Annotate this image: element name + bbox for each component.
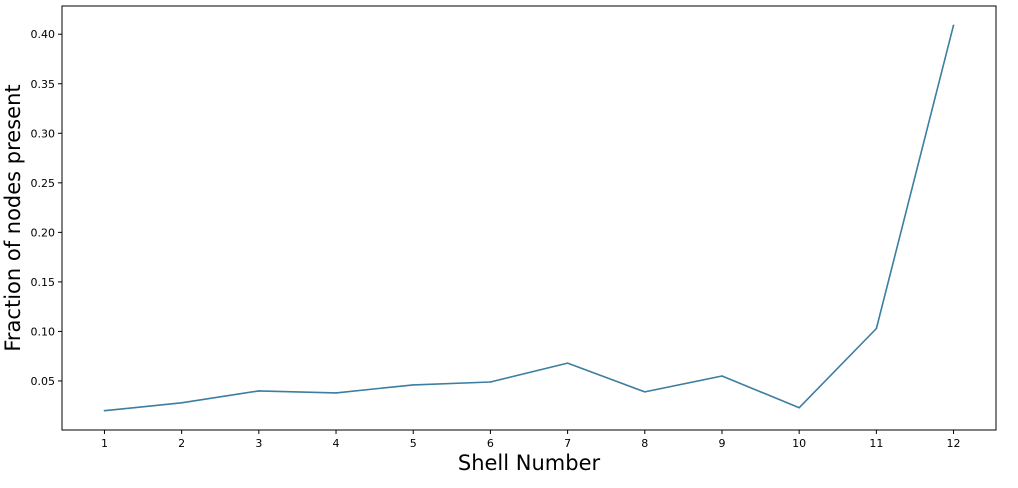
y-tick-label: 0.40 xyxy=(31,28,56,41)
y-tick-label: 0.30 xyxy=(31,127,56,140)
data-point xyxy=(335,392,337,394)
x-tick-label: 12 xyxy=(947,437,961,450)
x-tick-label: 9 xyxy=(718,437,725,450)
x-tick-label: 11 xyxy=(869,437,883,450)
y-tick-label: 0.25 xyxy=(31,177,56,190)
x-tick-label: 6 xyxy=(487,437,494,450)
y-axis-ticks: 0.05 0.10 0.15 0.20 0.25 0.30 0.35 0.40 xyxy=(31,28,62,388)
plot-area-frame xyxy=(61,5,997,431)
x-tick-label: 5 xyxy=(410,437,417,450)
x-tick-label: 4 xyxy=(333,437,340,450)
x-axis-title: Shell Number xyxy=(458,451,601,475)
y-tick-label: 0.35 xyxy=(31,78,56,91)
x-tick-label: 7 xyxy=(564,437,571,450)
data-point xyxy=(721,375,723,377)
series-line xyxy=(104,25,955,412)
data-point xyxy=(798,406,800,409)
y-tick-label: 0.20 xyxy=(31,226,56,239)
data-point xyxy=(412,384,415,386)
data-point xyxy=(643,391,646,393)
series-layer xyxy=(103,24,955,412)
x-tick-label: 8 xyxy=(641,437,648,450)
x-axis-ticks: 1 2 3 4 5 6 7 8 9 10 11 12 xyxy=(101,430,961,450)
data-point xyxy=(952,24,955,27)
y-tick-label: 0.15 xyxy=(31,276,56,289)
x-tick-label: 10 xyxy=(792,437,806,450)
data-point xyxy=(489,381,492,383)
y-axis-title: Fraction of nodes present xyxy=(1,84,25,351)
x-tick-label: 3 xyxy=(255,437,262,450)
data-point xyxy=(103,409,106,412)
y-tick-label: 0.10 xyxy=(31,325,56,338)
y-tick-label: 0.05 xyxy=(31,375,56,388)
data-point xyxy=(258,390,260,392)
x-tick-label: 1 xyxy=(101,437,108,450)
data-point xyxy=(180,401,183,404)
data-point xyxy=(566,362,569,364)
x-tick-label: 2 xyxy=(178,437,185,450)
data-point xyxy=(875,327,878,330)
